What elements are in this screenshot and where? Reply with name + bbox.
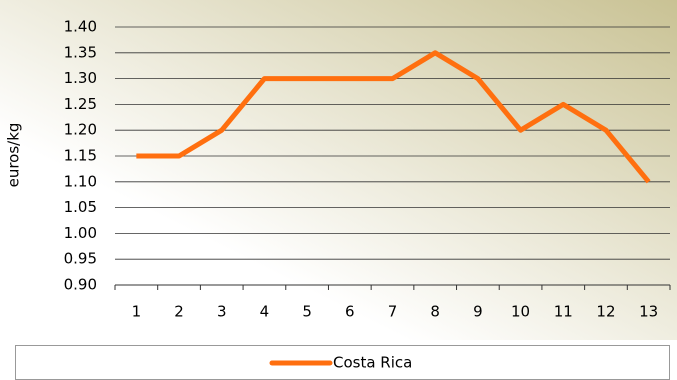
x-tick-label: 2 (174, 303, 184, 321)
y-tick-label: 1.30 (64, 69, 97, 87)
y-tick-label: 1.25 (64, 95, 97, 113)
legend (15, 345, 670, 380)
x-tick-label: 8 (430, 303, 440, 321)
x-tick-label: 3 (217, 303, 227, 321)
y-tick-label: 0.90 (64, 276, 97, 294)
data-line (136, 50, 651, 184)
y-tick-label: 1.10 (64, 172, 97, 190)
y-tick-label: 1.20 (64, 121, 97, 139)
x-tick-label: 6 (345, 303, 355, 321)
legend-label: Costa Rica (333, 354, 412, 372)
y-tick-label: 1.40 (64, 18, 97, 36)
x-tick-label: 4 (260, 303, 270, 321)
y-tick-label: 0.95 (64, 250, 97, 268)
background (0, 0, 677, 340)
x-tick-label: 13 (639, 303, 658, 321)
x-tick-label: 9 (473, 303, 483, 321)
y-axis-label: euros/kg (5, 123, 23, 188)
x-tick-label: 12 (596, 303, 615, 321)
x-tick-label: 10 (511, 303, 530, 321)
y-tick-label: 1.15 (64, 147, 97, 165)
y-tick-label: 1.05 (64, 198, 97, 216)
x-tick-label: 1 (132, 303, 142, 321)
y-tick-label: 1.00 (64, 224, 97, 242)
x-tick-label: 5 (302, 303, 312, 321)
y-tick-label: 1.35 (64, 43, 97, 61)
x-tick-label: 7 (388, 303, 398, 321)
x-tick-label: 11 (554, 303, 573, 321)
